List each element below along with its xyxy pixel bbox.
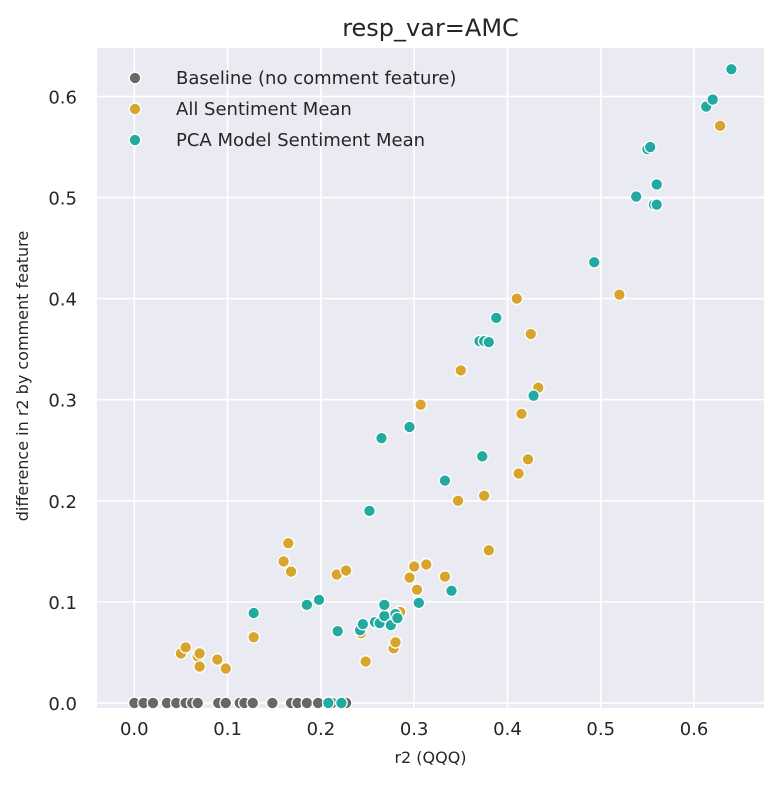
data-point xyxy=(650,177,664,191)
y-tick-label: 0.3 xyxy=(48,391,77,412)
data-point xyxy=(375,431,388,445)
y-tick-label: 0.1 xyxy=(48,593,77,614)
y-tick-label: 0.4 xyxy=(48,290,77,311)
legend: Baseline (no comment feature) All Sentime… xyxy=(128,68,456,151)
x-tick-label: 0.2 xyxy=(307,719,336,740)
data-point xyxy=(321,696,335,710)
data-point xyxy=(284,565,298,579)
data-point xyxy=(612,288,626,302)
data-point xyxy=(300,696,314,710)
data-point xyxy=(362,504,376,518)
x-axis-label: r2 (QQQ) xyxy=(394,748,466,767)
chart-title: resp_var=AMC xyxy=(342,14,519,42)
x-tick-label: 0.1 xyxy=(213,719,242,740)
legend-marker xyxy=(128,133,142,147)
data-point xyxy=(414,398,428,412)
legend-label: All Sentiment Mean xyxy=(176,99,352,120)
series-3-points xyxy=(247,62,738,710)
data-point xyxy=(281,536,295,550)
series-2-points xyxy=(174,119,727,676)
data-point xyxy=(643,140,657,154)
y-tick-label: 0.6 xyxy=(48,88,77,109)
data-point xyxy=(527,389,541,403)
data-points xyxy=(127,62,738,710)
data-point xyxy=(412,596,426,610)
data-point xyxy=(146,696,160,710)
data-point xyxy=(515,407,528,421)
data-point xyxy=(193,646,207,660)
data-point xyxy=(403,420,416,434)
data-point xyxy=(277,554,291,568)
data-point xyxy=(512,467,526,480)
legend-marker xyxy=(128,71,142,85)
data-point xyxy=(724,62,738,76)
data-point xyxy=(445,584,458,598)
data-point xyxy=(482,543,496,557)
data-point xyxy=(410,583,424,597)
data-point xyxy=(219,696,233,710)
series-1-points xyxy=(127,696,353,710)
data-point xyxy=(246,696,260,710)
data-point xyxy=(587,255,601,269)
legend-marker xyxy=(128,102,142,116)
data-point xyxy=(629,190,643,204)
data-point xyxy=(403,571,416,585)
data-point xyxy=(210,653,224,666)
data-point xyxy=(359,655,373,668)
y-tick-label: 0.5 xyxy=(48,189,77,210)
data-point xyxy=(475,449,489,463)
data-point xyxy=(312,593,326,607)
data-point xyxy=(390,611,404,625)
data-point xyxy=(219,662,233,676)
data-point xyxy=(247,630,261,644)
x-tick-label: 0.3 xyxy=(400,719,429,740)
data-point xyxy=(334,696,348,710)
data-point xyxy=(438,570,452,584)
data-point xyxy=(339,564,353,577)
data-point xyxy=(706,93,720,106)
data-point xyxy=(193,660,207,674)
grid-lines xyxy=(97,48,764,708)
data-point xyxy=(477,489,491,503)
data-point xyxy=(454,363,468,377)
x-tick-label: 0.6 xyxy=(680,719,709,740)
x-tick-label: 0.0 xyxy=(120,719,149,740)
y-tick-label: 0.0 xyxy=(48,694,77,715)
data-point xyxy=(377,598,391,612)
legend-label: PCA Model Sentiment Mean xyxy=(176,130,425,151)
data-point xyxy=(265,696,279,710)
data-point xyxy=(482,335,496,349)
data-point xyxy=(300,598,314,612)
legend-label: Baseline (no comment feature) xyxy=(176,68,456,89)
data-point xyxy=(407,560,421,573)
data-point xyxy=(191,696,205,710)
data-point xyxy=(179,640,193,654)
data-point xyxy=(331,624,345,638)
x-tick-label: 0.4 xyxy=(493,719,522,740)
data-point xyxy=(451,494,465,508)
data-point xyxy=(389,635,402,649)
y-tick-label: 0.2 xyxy=(48,492,77,513)
data-point xyxy=(356,617,370,631)
y-axis-label: difference in r2 by comment feature xyxy=(13,231,32,522)
tick-labels: 0.0 0.1 0.2 0.3 0.4 0.5 0.6 0.0 0.1 0.2 0.3 0.4 0.5 0… xyxy=(48,88,708,740)
data-point xyxy=(521,452,535,466)
data-point xyxy=(650,198,664,212)
data-point xyxy=(419,558,433,571)
data-point xyxy=(247,606,261,620)
x-tick-label: 0.5 xyxy=(586,719,615,740)
data-point xyxy=(713,119,727,133)
data-point xyxy=(489,311,503,325)
data-point xyxy=(510,292,524,306)
data-point xyxy=(438,474,452,488)
data-point xyxy=(524,327,538,341)
plot-background xyxy=(97,48,764,708)
